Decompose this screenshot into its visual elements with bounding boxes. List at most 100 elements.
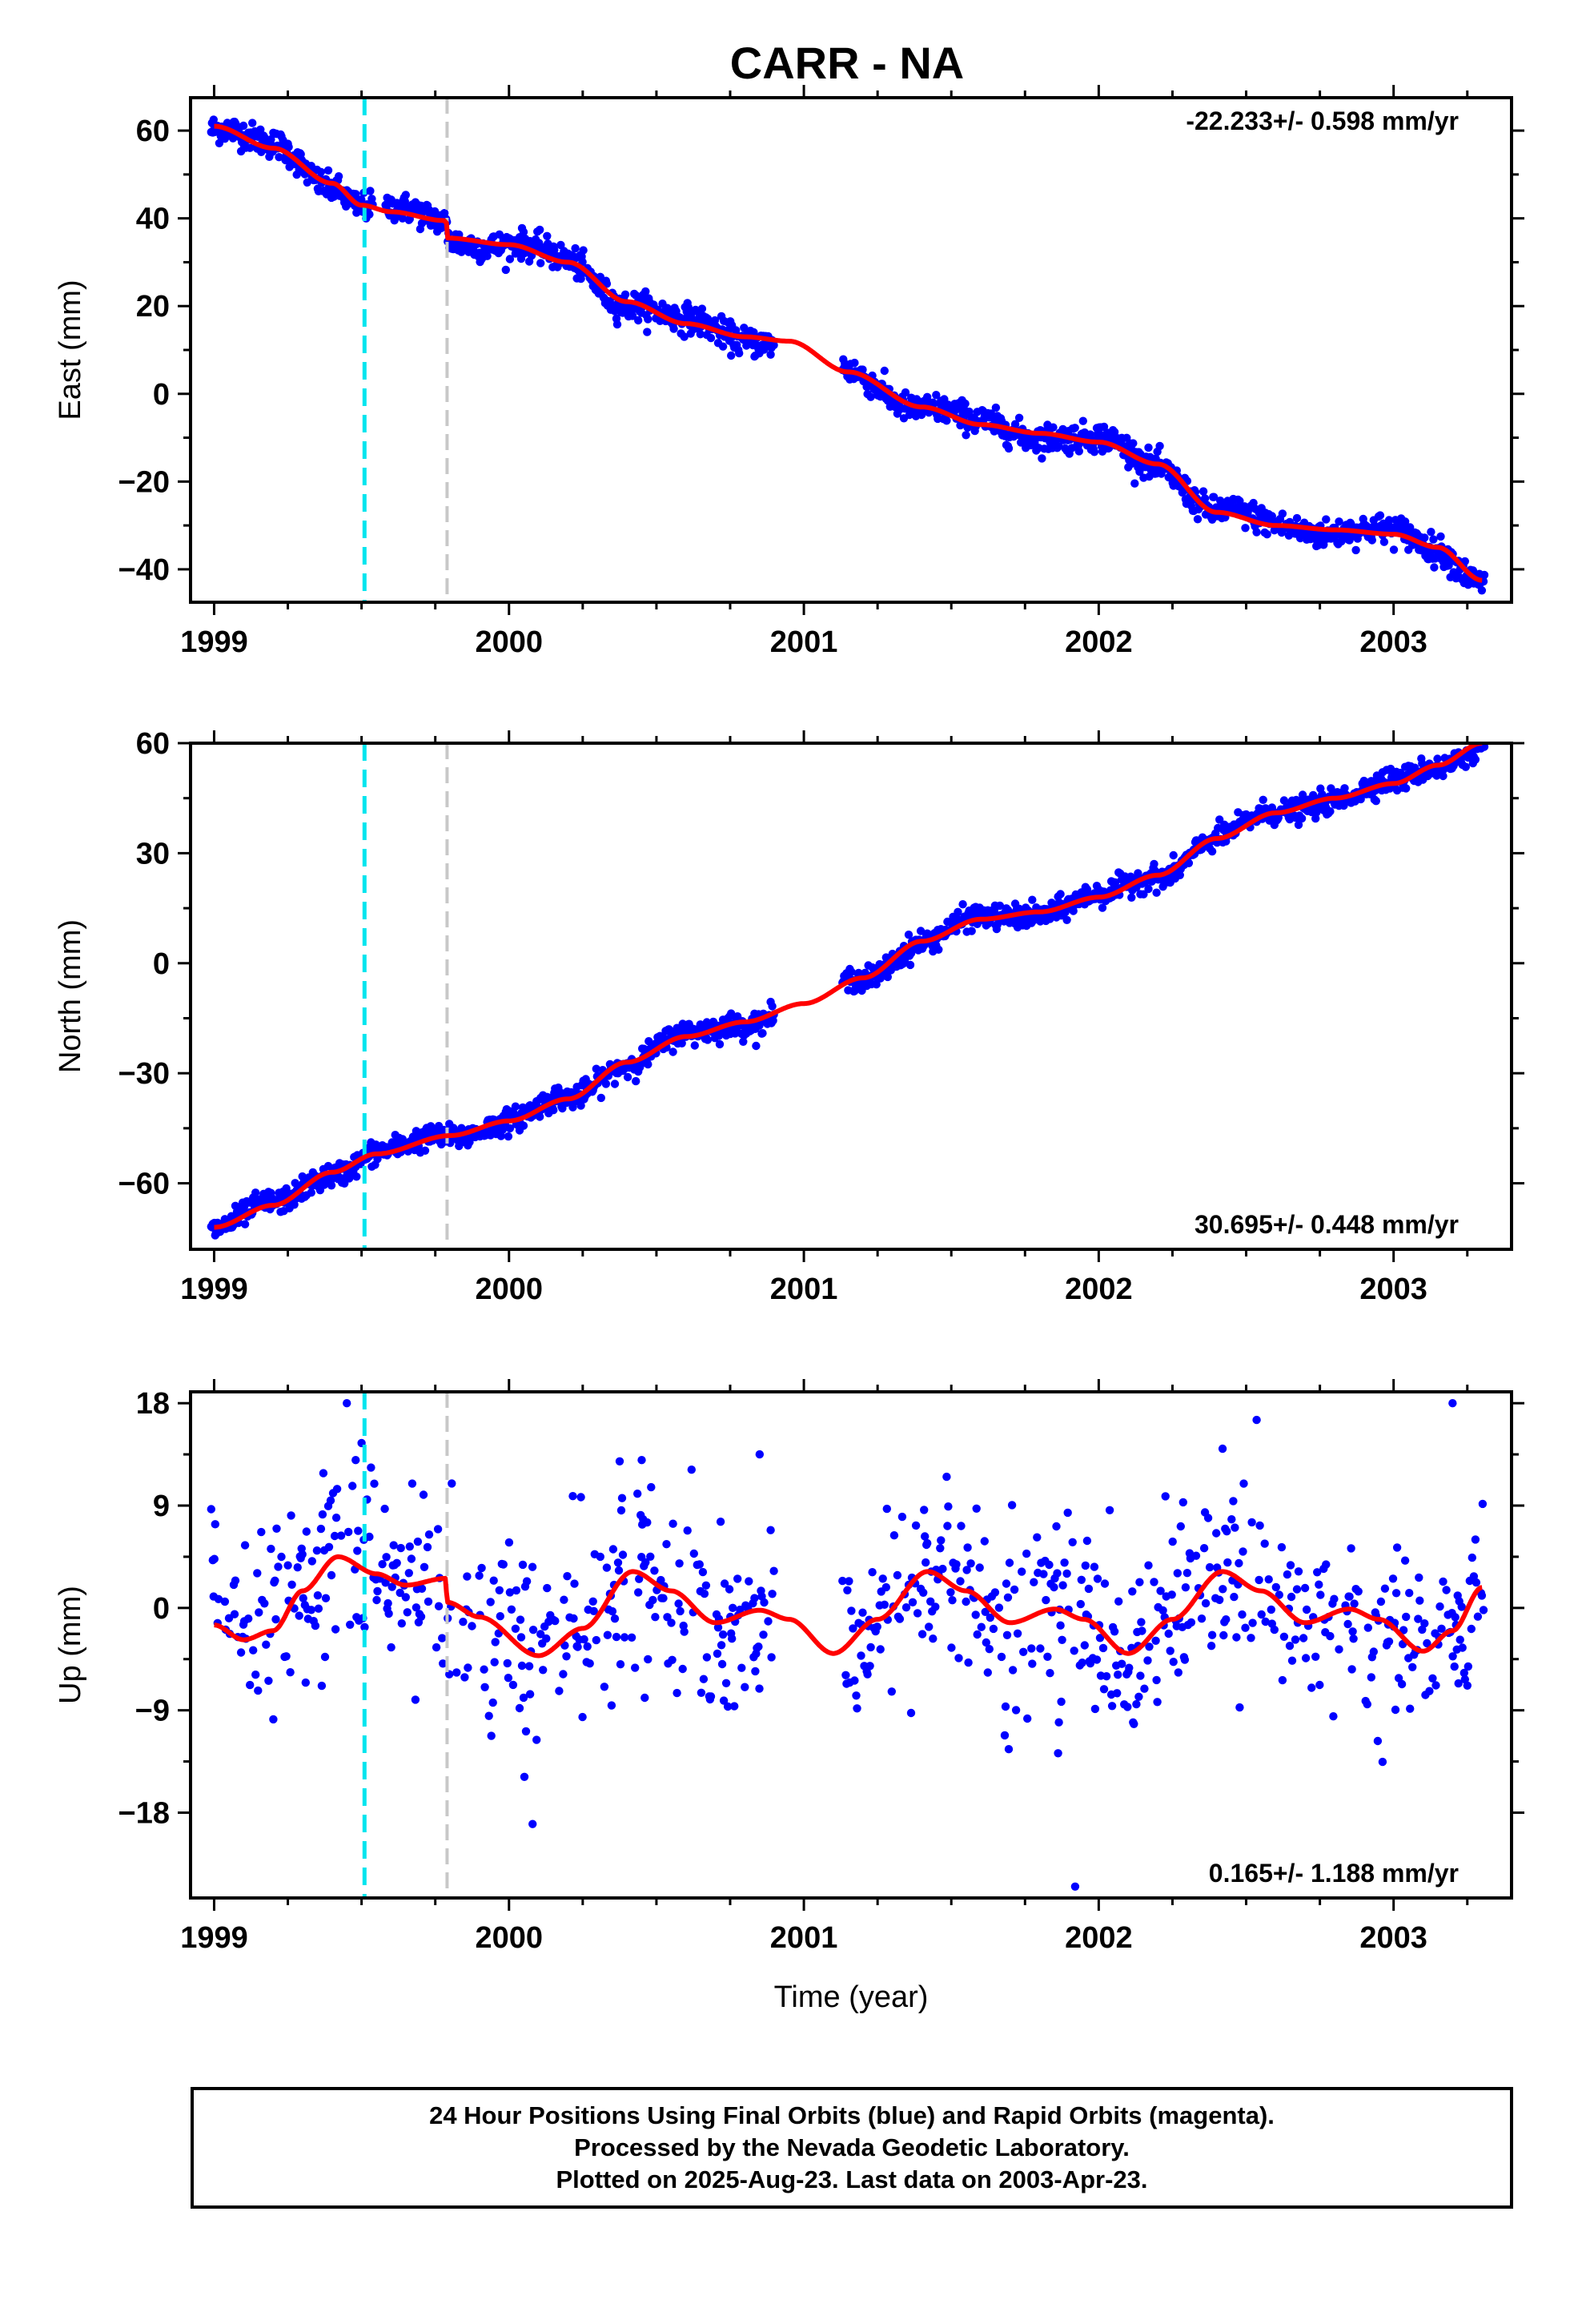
data-point: [312, 1546, 322, 1555]
data-point: [569, 1614, 578, 1623]
data-point: [895, 1614, 905, 1623]
data-point: [750, 1594, 759, 1602]
data-point: [1335, 517, 1343, 526]
data-point: [767, 1653, 776, 1662]
data-point: [244, 1614, 253, 1623]
data-point: [301, 1678, 310, 1687]
data-point: [982, 1638, 991, 1647]
data-point: [357, 195, 366, 204]
data-point: [1301, 1654, 1311, 1663]
data-point: [302, 1527, 311, 1536]
x-tick-label: 2003: [1359, 1921, 1427, 1955]
data-point: [659, 1594, 668, 1602]
data-point: [668, 1655, 677, 1664]
data-point: [299, 1594, 307, 1602]
data-point: [938, 1564, 947, 1574]
data-point: [519, 1693, 528, 1703]
data-point: [551, 1616, 560, 1626]
data-point: [601, 1080, 611, 1088]
data-point: [1241, 1623, 1250, 1632]
data-point: [1036, 1644, 1045, 1653]
data-point: [904, 931, 913, 939]
data-point: [1138, 1626, 1146, 1635]
y-tick-label: 60: [136, 727, 170, 761]
data-point: [882, 1504, 892, 1514]
data-point: [254, 1686, 263, 1695]
data-point: [383, 1598, 392, 1608]
data-point: [758, 1029, 767, 1038]
data-point: [1285, 1642, 1295, 1651]
data-point: [616, 1506, 626, 1515]
data-point: [1058, 1581, 1067, 1590]
data-point: [1019, 1647, 1028, 1656]
data-point: [264, 1676, 273, 1685]
data-point: [589, 1606, 598, 1616]
data-point: [1099, 422, 1109, 432]
data-point: [319, 1469, 328, 1478]
data-point: [1011, 1706, 1021, 1715]
data-point: [1318, 790, 1327, 799]
data-point: [986, 1613, 995, 1622]
data-point: [613, 1558, 623, 1567]
data-point: [1223, 1558, 1232, 1567]
data-point: [740, 324, 749, 332]
data-point: [906, 949, 916, 958]
model-fit-line: [212, 123, 1484, 583]
data-point: [669, 324, 678, 333]
data-point: [1307, 1683, 1316, 1692]
data-point: [1215, 1595, 1224, 1605]
data-point: [965, 407, 974, 416]
data-point: [438, 1634, 447, 1642]
data-point: [1057, 1697, 1066, 1707]
data-point: [760, 1598, 769, 1607]
data-point: [1463, 1681, 1472, 1690]
data-point: [1448, 1652, 1457, 1661]
data-point: [463, 1572, 472, 1581]
data-point: [689, 1549, 698, 1558]
data-point: [498, 1125, 507, 1135]
data-point: [1347, 1544, 1355, 1553]
data-point: [1128, 1587, 1137, 1596]
data-point: [1007, 1501, 1017, 1510]
data-point: [1311, 1652, 1320, 1661]
data-point: [755, 1684, 764, 1693]
data-point: [413, 1537, 423, 1546]
data-point: [411, 1695, 420, 1704]
data-point: [583, 1642, 592, 1651]
data-point: [1458, 1643, 1467, 1652]
data-point: [1286, 1561, 1295, 1570]
data-point: [751, 1667, 760, 1676]
data-point: [717, 1641, 726, 1650]
data-point: [1130, 1719, 1138, 1728]
data-point: [1292, 513, 1302, 523]
data-point: [1053, 1569, 1062, 1578]
data-point: [635, 1574, 644, 1583]
data-point: [496, 1612, 504, 1621]
data-point: [1263, 530, 1271, 539]
data-point: [1260, 1539, 1269, 1548]
data-point: [1477, 1591, 1487, 1600]
data-point: [1230, 1592, 1239, 1602]
x-tick-label: 2001: [770, 1921, 838, 1955]
data-point: [1435, 1602, 1444, 1611]
data-point: [585, 1659, 594, 1668]
y-axis-label: Up (mm): [54, 1586, 87, 1704]
data-point: [847, 1606, 856, 1615]
data-point: [1090, 1562, 1099, 1571]
data-point: [412, 1603, 421, 1612]
data-point: [1050, 1582, 1058, 1592]
data-point: [1110, 878, 1120, 887]
data-point: [876, 1645, 885, 1654]
data-point: [287, 1580, 296, 1590]
data-point: [560, 1595, 568, 1604]
data-point: [878, 1574, 887, 1583]
data-point: [1004, 444, 1014, 453]
data-point: [1354, 1587, 1363, 1596]
data-point: [962, 1566, 971, 1574]
data-point: [499, 1560, 508, 1569]
data-point: [321, 1594, 331, 1602]
data-point: [1478, 1499, 1488, 1509]
data-point: [1150, 859, 1158, 869]
data-point: [934, 945, 943, 955]
data-point: [275, 153, 283, 162]
